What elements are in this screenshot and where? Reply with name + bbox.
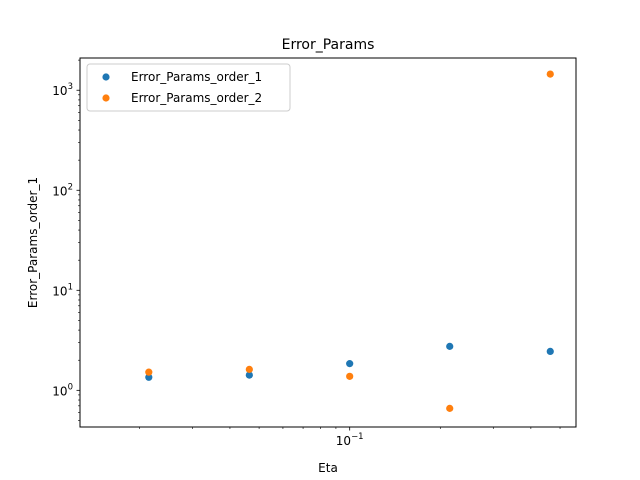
y-axis-label: Error_Params_order_1 [26,177,40,308]
data-point-series-2 [245,365,253,373]
legend-marker-order-1 [102,73,110,81]
data-point-series-1 [346,360,354,368]
x-tick-label: 10−1 [336,432,364,448]
data-point-series-2 [446,404,454,412]
data-point-series-2 [546,70,554,78]
data-point-series-1 [145,373,153,381]
chart-title: Error_Params [282,37,375,53]
legend-box [86,63,291,112]
y-tick-label: 101 [52,282,73,298]
legend-label-order-2: Error_Params_order_2 [131,91,262,105]
legend-label-order-1: Error_Params_order_1 [131,70,262,84]
y-tick-label: 103 [52,82,73,98]
data-point-series-1 [446,342,454,350]
data-point-series-1 [546,347,554,356]
plot-frame [79,57,577,428]
legend: Error_Params_order_1 Error_Params_order_… [86,63,291,112]
data-point-series-1 [245,371,253,379]
x-axis-label: Eta [318,461,338,475]
data-point-series-2 [145,368,153,376]
y-tick-label: 100 [52,382,73,398]
data-point-series-2 [346,372,354,380]
y-tick-label: 102 [52,182,73,198]
legend-marker-order-2 [102,94,110,102]
